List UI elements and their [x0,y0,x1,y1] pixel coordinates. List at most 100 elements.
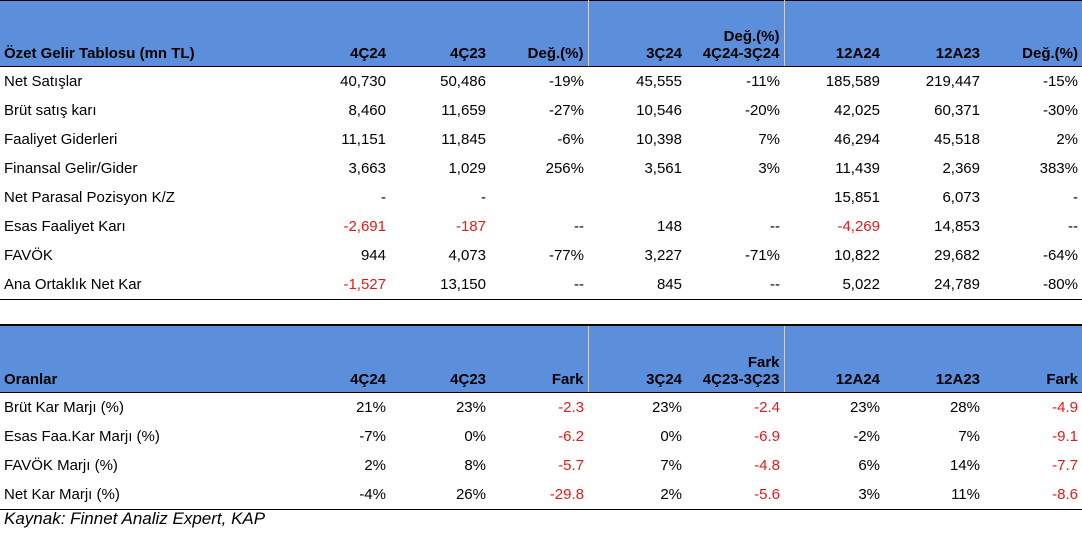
table-cell: - [481,189,486,206]
table-cell: -4.8 [754,457,780,474]
table-cell: 1,029 [448,160,486,177]
row-label: Brüt satış karı [4,102,97,119]
table-cell: -77% [548,247,584,264]
income-header-row: Özet Gelir Tablosu (mn TL) 4Ç24 4Ç23 Değ… [0,0,1082,67]
table-cell: -7.7 [1052,457,1078,474]
row-label: Net Satışlar [4,73,83,90]
table-cell: 3,227 [644,247,682,264]
table-cell: - [381,189,386,206]
table-cell: -4% [290,480,390,510]
table-cell: -11% [746,73,780,90]
table-cell: -64% [1042,247,1078,264]
table-cell: -4,269 [837,218,880,235]
ratio-col-header-4c24: 4Ç24 [290,325,390,393]
row-label: FAVÖK Marjı (%) [4,457,118,474]
table-cell: 42,025 [834,102,880,119]
table-cell: -- [490,270,588,300]
table-cell: -- [686,270,784,300]
ratios-table-title: Oranlar [0,325,290,393]
ratio-col-header-3c24: 3Ç24 [587,325,686,393]
table-cell: -19% [548,73,584,90]
col-header-12a24: 12A24 [783,0,884,67]
table-cell: -8.6 [984,480,1082,510]
table-cell: 0% [464,428,486,445]
col-header-change-qoq-line2: 4Ç24-3Ç24 [702,45,780,62]
income-table-title: Özet Gelir Tablosu (mn TL) [0,0,290,67]
row-label: Brüt Kar Marjı (%) [4,399,125,416]
income-table-body: Net Satışlar 40,730 50,486 -19% 45,555 -11% 18… [0,67,1082,300]
table-cell: -6.9 [754,428,780,445]
table-cell: 14% [949,457,980,474]
table-cell: 6,073 [942,189,980,206]
table-cell: 185,589 [825,73,880,90]
table-cell [490,183,588,212]
income-table-row: Net Satışlar 40,730 50,486 -19% 45,555 -11% 18… [0,67,1082,97]
income-table-row: Faaliyet Giderleri 11,151 11,845 -6% 10,398 7… [0,125,1082,154]
table-cell: 148 [656,218,682,235]
table-cell: -2.4 [754,399,780,416]
income-table-row: Brüt satış karı 8,460 11,659 -27% 10,546 -20%… [0,96,1082,125]
ratios-table-row: FAVÖK Marjı (%) 2% 8% -5.7 7% -4.8 6% 14% -7.7 [0,451,1082,480]
table-cell: -- [574,218,584,235]
table-cell: -20% [744,102,780,119]
ratio-col-header-12a23: 12A23 [884,325,984,393]
table-cell: 14,853 [934,218,980,235]
table-cell: 7% [758,131,780,148]
table-cell: 11,151 [341,131,386,148]
table-cell: 383% [1039,160,1078,177]
col-header-change-qoq-line1: Değ.(%) [723,28,780,45]
income-statement-table: Özet Gelir Tablosu (mn TL) 4Ç24 4Ç23 Değ… [0,0,1082,300]
table-cell: 944 [360,247,386,264]
table-cell: 4,073 [448,247,486,264]
table-cell: -2.3 [558,399,584,416]
table-cell: -6.2 [558,428,584,445]
table-cell: 8% [464,457,486,474]
col-header-4c23: 4Ç23 [390,0,490,67]
table-cell: -71% [744,247,780,264]
col-header-change-yoy: Değ.(%) [490,0,588,67]
row-label: Net Parasal Pozisyon K/Z [4,189,175,206]
table-cell: 11,439 [835,160,880,177]
ratio-col-header-diff-qoq-line1: Fark [747,354,780,371]
table-cell: -- [770,218,780,235]
table-cell: 6% [858,457,880,474]
table-cell: -5.6 [686,480,784,510]
income-table-row: Net Parasal Pozisyon K/Z - - 15,851 6,073 - [0,183,1082,212]
ratios-table-row: Net Kar Marjı (%) -4% 26% -29.8 2% -5.6 3% 11% -… [0,480,1082,510]
table-cell: 3% [784,480,884,510]
row-label: Faaliyet Giderleri [4,131,118,148]
table-cell: 2,369 [942,160,980,177]
col-header-12a23: 12A23 [884,0,984,67]
income-table-row: FAVÖK 944 4,073 -77% 3,227 -71% 10,822 29,682 -6… [0,241,1082,270]
table-cell: 11,659 [441,102,486,119]
ratio-col-header-diff-annual: Fark [984,325,1082,393]
income-table-row: Finansal Gelir/Gider 3,663 1,029 256% 3,561 3… [0,154,1082,183]
table-cell: -6% [557,131,584,148]
table-cell: 60,371 [934,102,980,119]
table-cell: -- [1068,218,1078,235]
table-cell: 256% [545,160,584,177]
table-cell: -7% [359,428,386,445]
ratio-col-header-diff-qoq: Fark 4Ç23-3Ç23 [686,325,784,393]
table-cell: 2% [588,480,686,510]
table-cell: 5,022 [784,270,884,300]
col-header-change-qoq: Değ.(%) 4Ç24-3Ç24 [686,0,784,67]
ratio-col-header-diff-qoq-line2: 4Ç23-3Ç23 [702,371,780,388]
table-cell: 2% [1056,131,1078,148]
table-cell: 23% [455,399,486,416]
ratios-header-row: Oranlar 4Ç24 4Ç23 Fark 3Ç24 Fark 4Ç23-3Ç… [0,325,1082,393]
table-cell: 0% [660,428,682,445]
table-cell: -29.8 [490,480,588,510]
table-cell: 46,294 [834,131,880,148]
table-cell: 29,682 [934,247,980,264]
table-cell: -9.1 [1052,428,1078,445]
ratio-col-header-12a24: 12A24 [783,325,884,393]
table-cell: 24,789 [884,270,984,300]
table-cell: 845 [588,270,686,300]
table-cell: 45,555 [636,73,682,90]
table-cell: 11% [884,480,984,510]
table-cell: -2,691 [343,218,386,235]
col-header-4c24: 4Ç24 [290,0,390,67]
ratio-col-header-diff-yoy: Fark [490,325,588,393]
table-cell: 28% [949,399,980,416]
